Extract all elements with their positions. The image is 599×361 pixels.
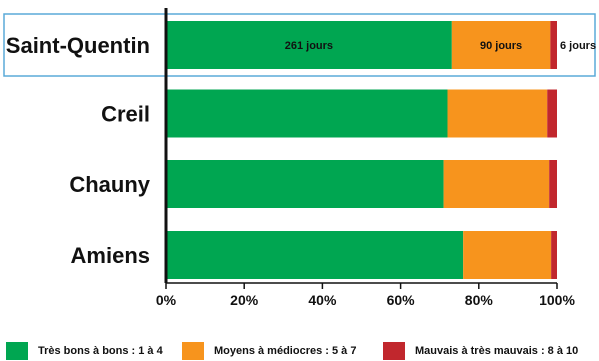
- legend: Très bons à bons : 1 à 4 Moyens à médiocr…: [0, 340, 599, 361]
- legend-label: Moyens à médiocres : 5 à 7: [214, 345, 357, 357]
- x-tick-label: 100%: [539, 292, 575, 308]
- bar-creil-moyens-a-mediocres-5-a-7: [447, 89, 548, 138]
- x-tick-label: 20%: [230, 292, 259, 308]
- data-label-saint-quentin-moyens-a-mediocres-5-a-7: 90 jours: [480, 40, 522, 52]
- bar-chauny-mauvais-a-tres-mauvais-8-a-10: [549, 160, 557, 208]
- bar-saint-quentin-tres-bons-a-bons-1-a-4: [166, 21, 452, 69]
- legend-item-moyens-a-mediocres-5-a-7: Moyens à médiocres : 5 à 7: [182, 342, 356, 360]
- legend-item-mauvais-a-tres-mauvais-8-a-10: Mauvais à très mauvais : 8 à 10: [383, 342, 578, 360]
- bar-saint-quentin-mauvais-a-tres-mauvais-8-a-10: [550, 21, 557, 69]
- category-label-amiens: Amiens: [71, 243, 150, 268]
- bar-amiens-moyens-a-mediocres-5-a-7: [463, 231, 552, 279]
- bar-amiens-mauvais-a-tres-mauvais-8-a-10: [551, 231, 557, 279]
- bar-amiens-tres-bons-a-bons-1-a-4: [166, 231, 464, 279]
- legend-label: Mauvais à très mauvais : 8 à 10: [415, 345, 579, 357]
- x-tick-label: 0%: [156, 292, 177, 308]
- chart: Saint-Quentin 261 jours 90 jours 6 jours Cre…: [3, 8, 596, 308]
- legend-label: Très bons à bons : 1 à 4: [38, 345, 163, 357]
- bar-chauny-tres-bons-a-bons-1-a-4: [166, 160, 444, 208]
- x-tick-label: 40%: [308, 292, 337, 308]
- data-label-saint-quentin-tres-bons-a-bons-1-a-4: 261 jours: [285, 40, 333, 52]
- data-label-saint-quentin-mauvais-a-tres-mauvais-8-a-10: 6 jours: [560, 40, 596, 52]
- x-tick-label: 60%: [387, 292, 416, 308]
- category-label-chauny: Chauny: [69, 172, 150, 197]
- category-label-saint-quentin: Saint-Quentin: [6, 33, 150, 58]
- legend-swatch: [182, 342, 204, 360]
- category-label-creil: Creil: [101, 102, 150, 127]
- legend-item-tres-bons-a-bons-1-a-4: Très bons à bons : 1 à 4: [6, 342, 163, 360]
- x-tick-label: 80%: [465, 292, 494, 308]
- bar-creil-mauvais-a-tres-mauvais-8-a-10: [547, 89, 557, 138]
- bar-creil-tres-bons-a-bons-1-a-4: [166, 89, 448, 138]
- legend-swatch: [6, 342, 28, 360]
- bar-saint-quentin-moyens-a-mediocres-5-a-7: [451, 21, 551, 69]
- highlight-frame: [3, 13, 596, 77]
- legend-swatch: [383, 342, 405, 360]
- bar-chauny-moyens-a-mediocres-5-a-7: [443, 160, 550, 208]
